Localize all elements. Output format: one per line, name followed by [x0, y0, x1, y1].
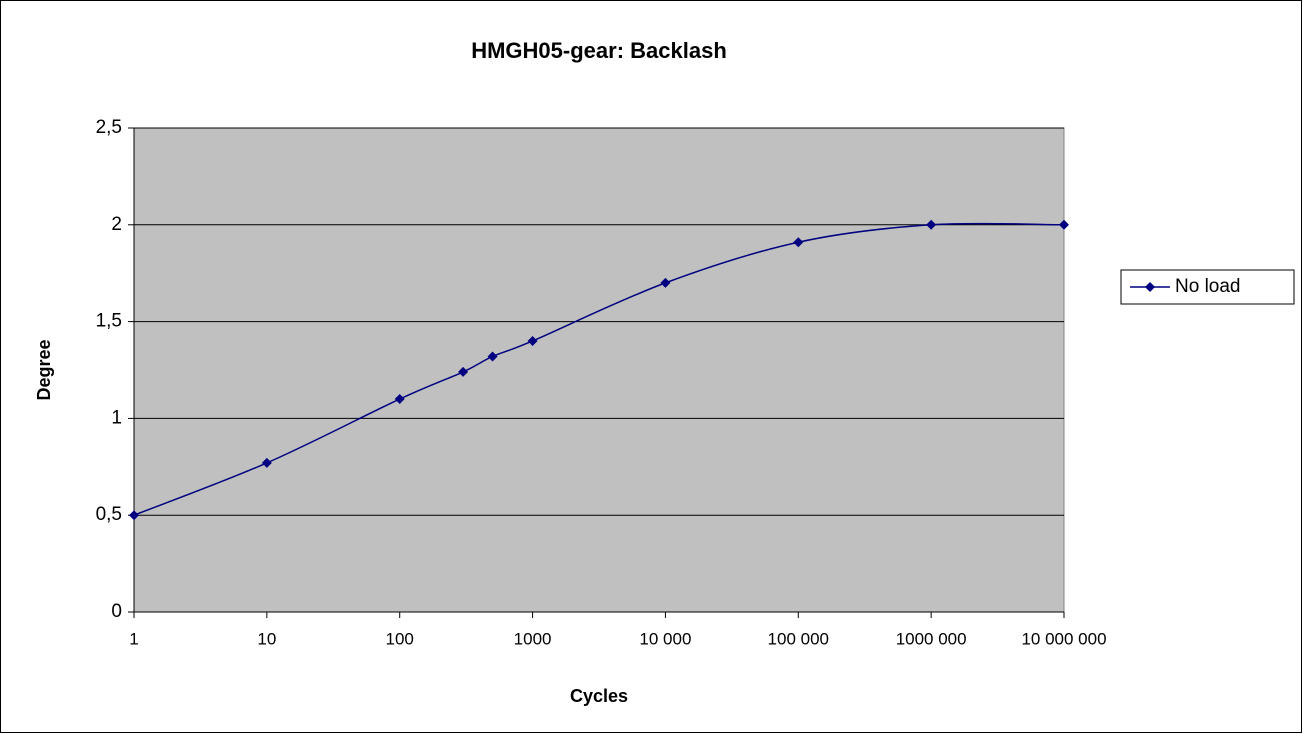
- data-point: [793, 237, 804, 248]
- chart-title: HMGH05-gear: Backlash: [471, 38, 727, 63]
- y-tick-label: 1,5: [96, 311, 122, 332]
- y-tick-label: 0,5: [96, 504, 122, 525]
- data-point: [129, 510, 139, 521]
- x-tick-label: 1000 000: [896, 629, 967, 648]
- y-tick-label: 1: [111, 407, 122, 428]
- data-point: [1059, 219, 1069, 230]
- legend-label: No load: [1175, 276, 1241, 297]
- data-point: [458, 366, 469, 377]
- data-point: [487, 351, 498, 362]
- data-point: [660, 277, 671, 288]
- data-point: [926, 219, 937, 230]
- data-point: [394, 394, 405, 405]
- x-tick-label: 100 000: [768, 629, 829, 648]
- series-line: [133, 222, 1065, 516]
- x-tick-label: 1: [129, 629, 138, 648]
- data-point: [527, 335, 538, 346]
- x-tick-label: 100: [386, 629, 414, 648]
- y-tick-label: 2,5: [96, 117, 122, 138]
- legend-marker: [1145, 282, 1155, 292]
- x-tick-label: 10 000: [639, 629, 691, 648]
- y-tick-label: 0: [111, 601, 122, 622]
- y-axis-label: Degree: [34, 339, 54, 400]
- x-tick-label: 10 000 000: [1021, 629, 1106, 648]
- data-point: [261, 457, 272, 468]
- y-tick-label: 2: [111, 214, 122, 235]
- x-tick-label: 10: [257, 629, 276, 648]
- plot-area: [133, 127, 1065, 613]
- x-tick-label: 1000: [514, 629, 552, 648]
- x-axis-label: Cycles: [570, 686, 628, 706]
